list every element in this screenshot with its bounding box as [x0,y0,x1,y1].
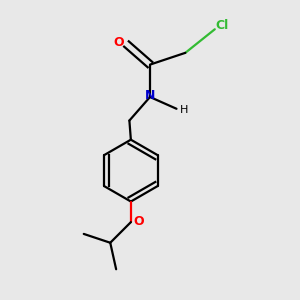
Text: Cl: Cl [215,19,229,32]
Text: N: N [145,89,155,102]
Text: H: H [180,105,188,115]
Text: O: O [134,215,144,228]
Text: O: O [114,36,124,49]
